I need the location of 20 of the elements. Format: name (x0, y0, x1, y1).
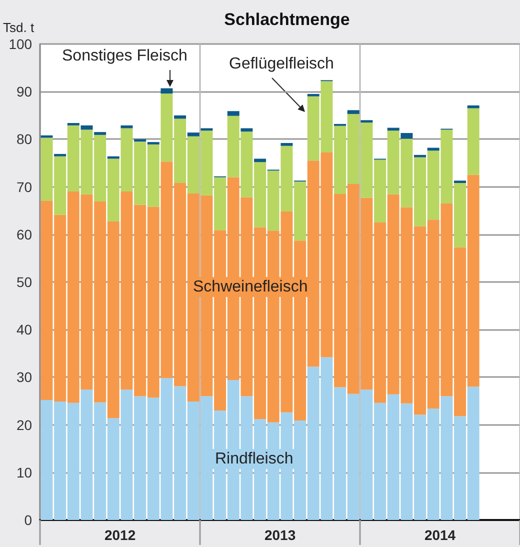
series-label: Geflügelfleisch (229, 56, 334, 72)
y-tick-label: 10 (16, 464, 32, 480)
y-axis-title: Tsd. t (2, 20, 34, 35)
series-label: Schweinefleisch (193, 278, 308, 296)
x-tick-label: 2012 (104, 527, 136, 543)
y-tick-label: 20 (16, 416, 32, 433)
x-tick-label: 2013 (264, 527, 296, 543)
y-tick-label: 60 (16, 226, 32, 242)
x-tick-label: 2014 (424, 527, 456, 543)
y-tick-label: 70 (16, 178, 32, 195)
series-label: Sonstiges Fleisch (62, 48, 188, 64)
y-tick-label: 80 (16, 131, 32, 148)
y-tick-label: 0 (24, 512, 32, 528)
y-tick-label: 40 (16, 322, 32, 338)
y-tick-label: 100 (8, 36, 32, 52)
y-tick-label: 90 (16, 84, 32, 100)
series-label: Rindfleisch (215, 450, 294, 468)
y-tick-label: 30 (16, 369, 32, 386)
chart-title: Schlachtmenge (224, 10, 350, 29)
y-tick-label: 50 (16, 274, 32, 290)
